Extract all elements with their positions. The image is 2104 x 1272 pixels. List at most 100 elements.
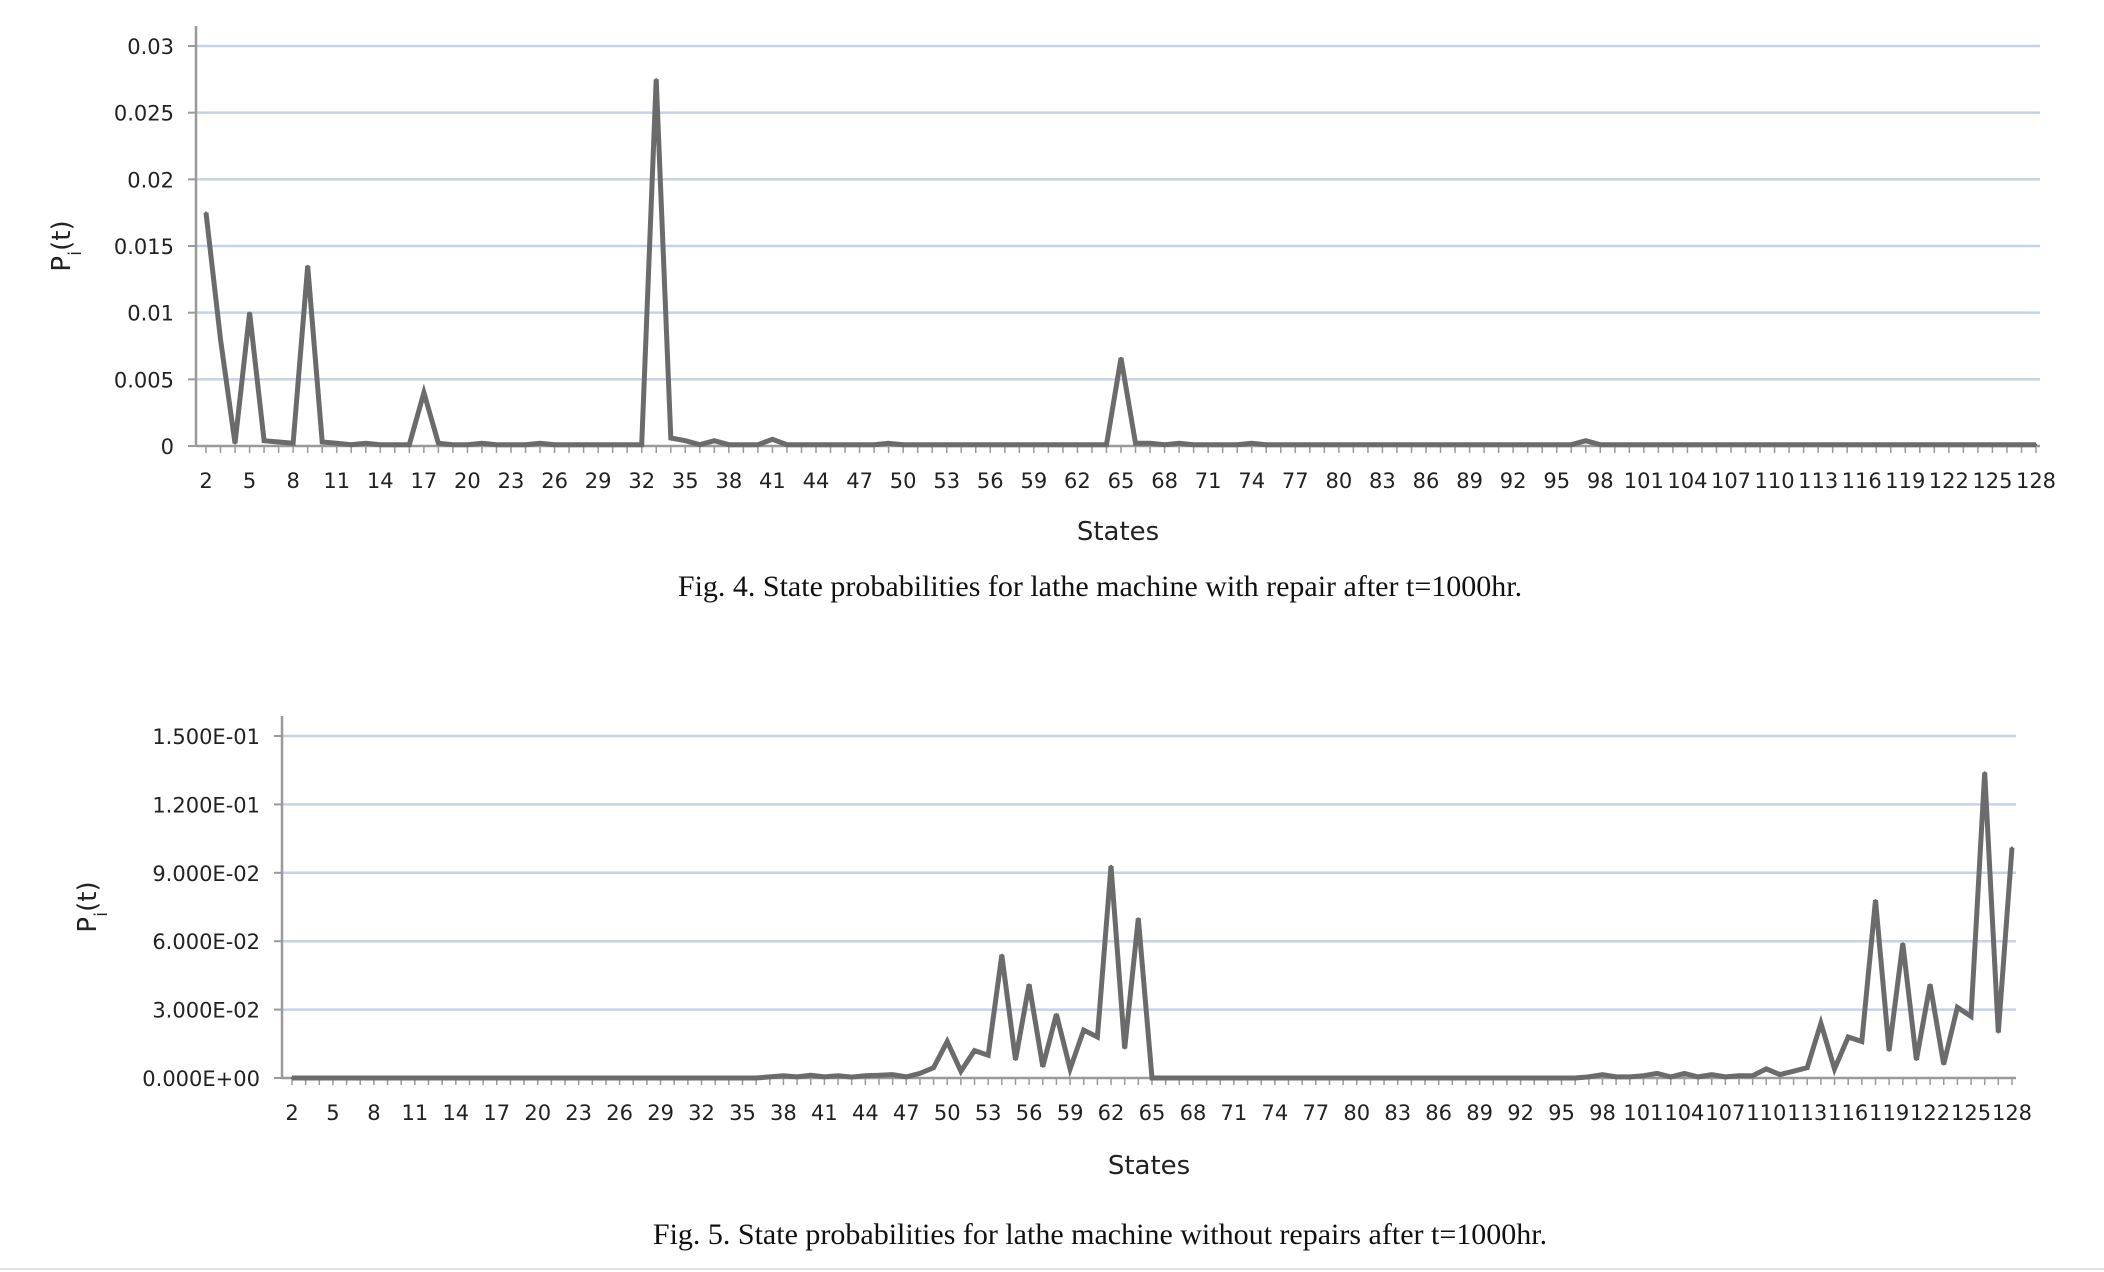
x-tick-label: 116 — [1842, 469, 1882, 493]
data-point — [1901, 942, 1904, 945]
y-tick-label: 0.03 — [127, 35, 174, 59]
data-point — [1570, 443, 1573, 446]
data-point — [386, 1076, 389, 1080]
data-point — [1314, 1076, 1318, 1080]
data-point — [1328, 1076, 1331, 1080]
x-tick-label: 41 — [811, 1101, 838, 1125]
data-point — [1833, 1067, 1836, 1071]
data-point — [858, 443, 861, 446]
data-point — [959, 1069, 963, 1073]
data-point — [1614, 1075, 1618, 1079]
data-point — [277, 440, 280, 444]
x-tick-label: 92 — [1500, 469, 1527, 493]
x-tick-label: 110 — [1746, 1101, 1786, 1125]
data-point — [1287, 1076, 1290, 1080]
data-point — [509, 1076, 512, 1080]
data-point — [1148, 442, 1152, 445]
data-point — [1478, 1076, 1481, 1080]
x-tick-label: 56 — [977, 469, 1004, 493]
data-point — [1134, 442, 1137, 445]
data-point — [1628, 443, 1631, 446]
data-point — [1337, 443, 1341, 446]
x-tick-label: 35 — [672, 469, 699, 493]
data-point — [451, 443, 455, 446]
data-point — [1669, 1075, 1672, 1079]
x-tick-label: 14 — [367, 469, 394, 493]
x-tick-label: 74 — [1261, 1101, 1288, 1125]
data-point — [1163, 443, 1166, 446]
data-point — [1410, 443, 1413, 446]
data-point — [1519, 1076, 1522, 1080]
data-point — [1778, 1073, 1782, 1076]
data-point — [291, 442, 295, 445]
x-tick-label: 122 — [1910, 1101, 1950, 1125]
x-tick-label: 77 — [1302, 1101, 1329, 1125]
data-point — [413, 1076, 417, 1080]
x-tick-label: 17 — [483, 1101, 510, 1125]
data-point — [1874, 898, 1877, 902]
data-point — [618, 1076, 621, 1080]
data-point — [1889, 443, 1892, 446]
data-point — [1096, 1035, 1099, 1039]
x-tick-label: 5 — [243, 469, 256, 493]
data-point — [437, 442, 440, 445]
x-tick-label: 101 — [1623, 1101, 1663, 1125]
data-point — [204, 211, 208, 214]
data-point — [1511, 443, 1515, 446]
x-tick-label: 122 — [1929, 469, 1969, 493]
data-point — [1601, 1073, 1604, 1076]
x-tick-label: 44 — [803, 469, 830, 493]
data-point — [814, 443, 818, 446]
x-tick-label: 50 — [890, 469, 917, 493]
data-point — [1904, 443, 1907, 446]
data-point — [1928, 983, 1932, 986]
data-point — [877, 1074, 881, 1077]
data-point — [567, 443, 571, 446]
data-point — [318, 1076, 321, 1080]
data-point — [553, 443, 556, 446]
data-point — [550, 1076, 553, 1080]
data-point — [1352, 443, 1355, 446]
data-point — [891, 1073, 894, 1076]
x-tick-label: 80 — [1343, 1101, 1370, 1125]
data-point — [393, 443, 397, 446]
x-tick-label: 29 — [647, 1101, 674, 1125]
x-tick-label: 128 — [1992, 1101, 2032, 1125]
data-point — [1700, 443, 1704, 446]
data-point — [1947, 443, 1951, 446]
data-point — [673, 1076, 676, 1080]
data-point — [1918, 443, 1922, 446]
data-point — [320, 440, 324, 444]
data-point — [262, 439, 266, 442]
x-tick-label: 107 — [1711, 469, 1751, 493]
data-point — [918, 1072, 922, 1075]
data-point — [1482, 443, 1486, 446]
data-point — [946, 1040, 949, 1043]
data-point — [727, 1076, 731, 1080]
data-point — [1969, 1015, 1973, 1018]
data-point — [1560, 1076, 1563, 1080]
x-tick-label: 104 — [1664, 1101, 1704, 1125]
x-tick-label: 68 — [1180, 1101, 1207, 1125]
data-point — [973, 1049, 976, 1052]
data-point — [1205, 1076, 1208, 1080]
chart-2: 0.000E+00 3.000E-02 6.000E-02 9.000E-02 1.20… — [73, 716, 2032, 1181]
data-point — [1105, 443, 1108, 446]
data-point — [1082, 1028, 1085, 1032]
data-point — [1962, 443, 1965, 446]
data-point — [1991, 443, 1994, 446]
series-line — [292, 772, 2015, 1081]
data-point — [1729, 443, 1733, 446]
data-point — [1273, 1076, 1277, 1080]
data-point — [1221, 443, 1224, 446]
data-point — [945, 443, 948, 446]
x-tick-label: 41 — [759, 469, 786, 493]
data-point — [591, 1076, 594, 1080]
data-point — [1724, 1075, 1727, 1079]
x-tick-label: 110 — [1755, 469, 1795, 493]
data-point — [1819, 1022, 1823, 1025]
data-point — [1533, 1076, 1536, 1080]
data-point — [864, 1074, 867, 1077]
data-point — [905, 1075, 908, 1079]
data-point — [754, 1076, 758, 1080]
